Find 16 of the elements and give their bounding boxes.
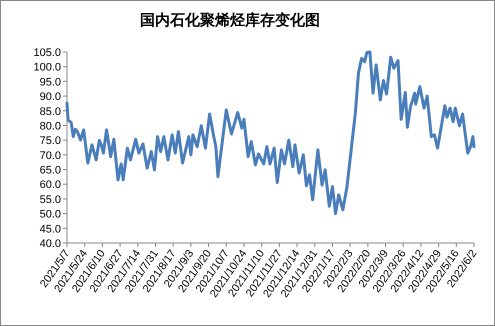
y-tick-label: 60.0 xyxy=(40,179,61,192)
y-tick-label: 45.0 xyxy=(40,223,61,236)
y-tick-label: 75.0 xyxy=(40,135,61,148)
y-tick-label: 50.0 xyxy=(40,208,61,221)
y-tick-label: 65.0 xyxy=(40,164,61,177)
y-tick-label: 85.0 xyxy=(40,106,61,118)
y-tick-label: 100.0 xyxy=(33,62,61,74)
y-tick-label: 90.0 xyxy=(40,91,61,104)
y-tick-label: 80.0 xyxy=(40,120,61,132)
chart-title: 国内石化聚烯烃库存变化图 xyxy=(140,11,320,29)
y-tick-label: 55.0 xyxy=(40,194,61,206)
y-tick-label: 70.0 xyxy=(40,150,61,162)
line-series xyxy=(66,50,476,216)
y-tick-label: 105.0 xyxy=(33,47,61,59)
y-tick-label: 95.0 xyxy=(40,76,61,88)
y-tick-label: 40.0 xyxy=(40,238,61,250)
